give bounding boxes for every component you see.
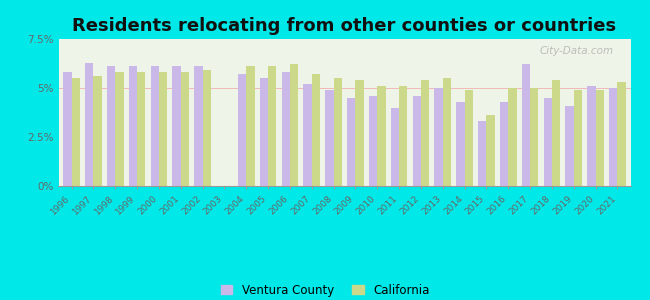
Bar <box>238 74 246 186</box>
Title: Residents relocating from other counties or countries: Residents relocating from other counties… <box>72 17 617 35</box>
Bar <box>356 80 364 186</box>
Bar <box>434 88 443 186</box>
Bar <box>377 86 385 186</box>
Bar <box>181 72 189 186</box>
Bar <box>399 86 408 186</box>
Bar <box>500 102 508 186</box>
Bar <box>456 102 465 186</box>
Bar <box>369 96 377 186</box>
Bar <box>543 98 552 186</box>
Bar <box>203 70 211 186</box>
Bar <box>260 78 268 186</box>
Bar <box>465 90 473 186</box>
Bar <box>421 80 429 186</box>
Bar <box>530 88 538 186</box>
Bar <box>172 66 181 186</box>
Bar <box>566 106 574 186</box>
Bar <box>94 76 102 186</box>
Bar <box>268 66 276 186</box>
Bar <box>325 90 333 186</box>
Legend: Ventura County, California: Ventura County, California <box>217 280 433 300</box>
Bar <box>72 78 80 186</box>
Bar <box>333 78 342 186</box>
Bar <box>595 90 604 186</box>
Bar <box>486 116 495 186</box>
Bar <box>304 84 312 186</box>
Bar <box>290 64 298 186</box>
Bar <box>391 108 399 186</box>
Bar <box>522 64 530 186</box>
Bar <box>129 66 137 186</box>
Bar <box>587 86 595 186</box>
Bar <box>609 88 618 186</box>
Bar <box>63 72 72 186</box>
Bar <box>159 72 167 186</box>
Bar <box>115 72 124 186</box>
Bar <box>552 80 560 186</box>
Bar <box>107 66 115 186</box>
Bar <box>246 66 255 186</box>
Bar <box>281 72 290 186</box>
Bar <box>137 72 146 186</box>
Bar <box>312 74 320 186</box>
Bar <box>574 90 582 186</box>
Bar <box>618 82 626 186</box>
Bar <box>478 121 486 186</box>
Bar <box>85 62 94 186</box>
Bar <box>347 98 356 186</box>
Bar <box>443 78 451 186</box>
Bar <box>151 66 159 186</box>
Text: City-Data.com: City-Data.com <box>540 46 614 56</box>
Bar <box>413 96 421 186</box>
Bar <box>508 88 517 186</box>
Bar <box>194 66 203 186</box>
